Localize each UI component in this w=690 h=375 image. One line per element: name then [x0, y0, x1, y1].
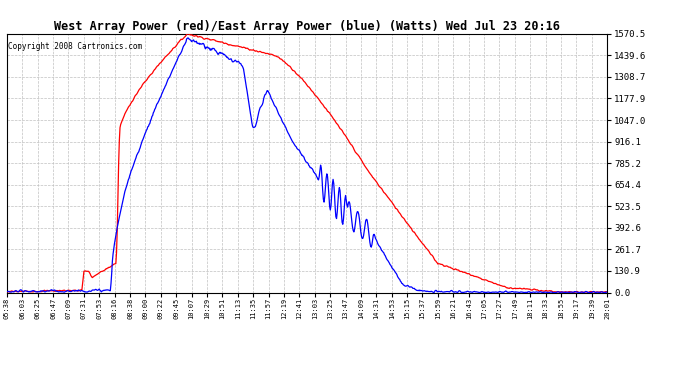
- Text: Copyright 2008 Cartronics.com: Copyright 2008 Cartronics.com: [8, 42, 142, 51]
- Title: West Array Power (red)/East Array Power (blue) (Watts) Wed Jul 23 20:16: West Array Power (red)/East Array Power …: [54, 20, 560, 33]
